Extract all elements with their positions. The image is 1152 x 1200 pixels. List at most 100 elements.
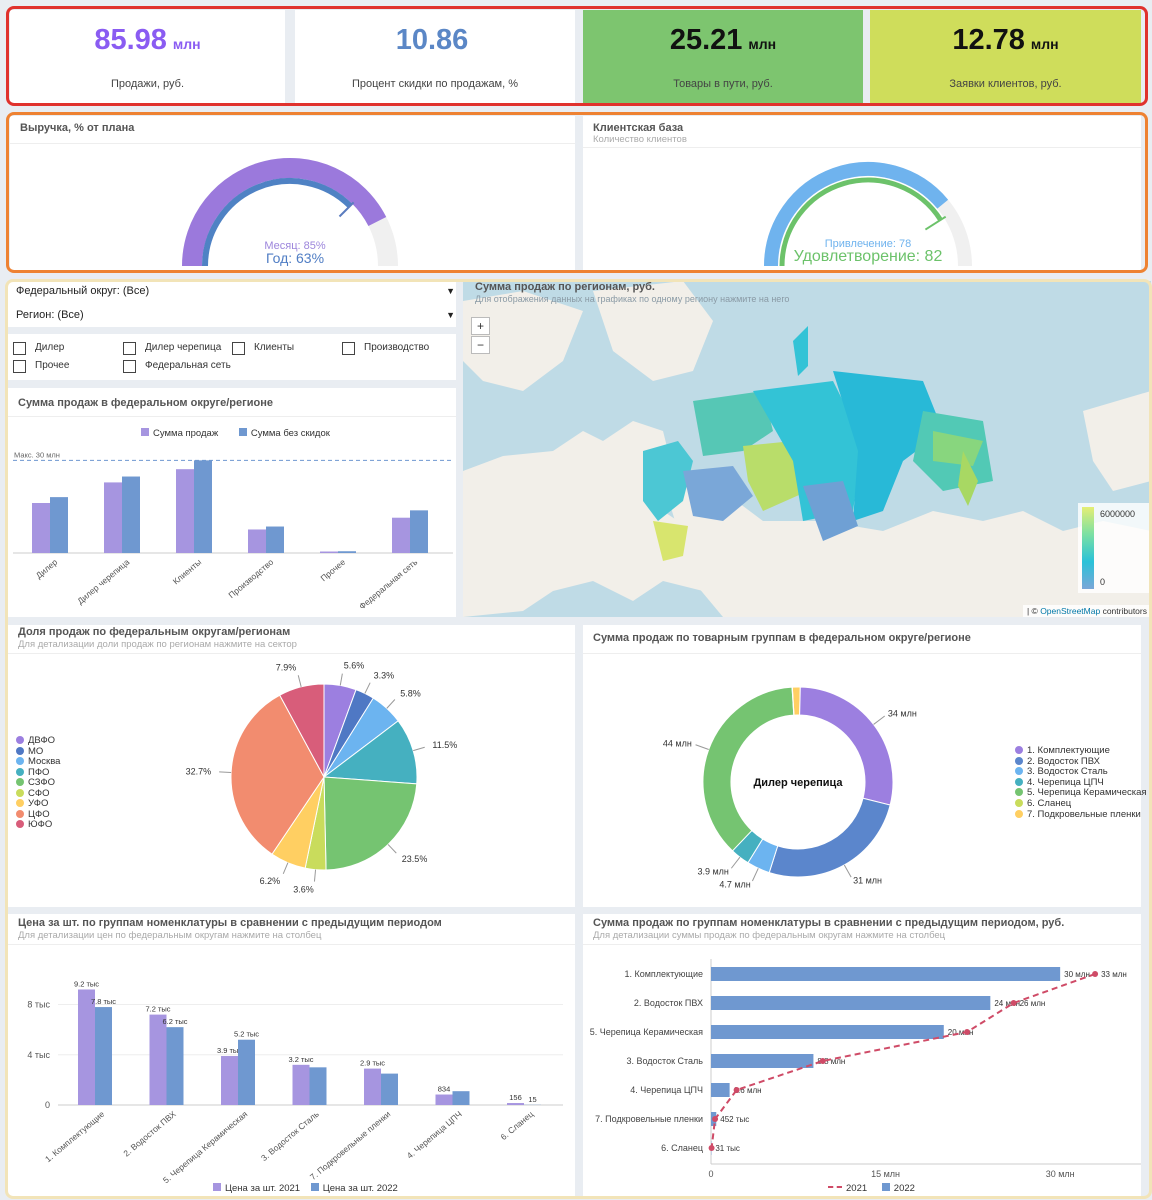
sales-by-category-panel: Сумма продаж в федеральном округе/регион… — [8, 388, 456, 617]
legend-dot — [1015, 756, 1023, 765]
legend-item[interactable]: МО — [16, 746, 43, 757]
pie-leader — [219, 771, 232, 773]
bar-value-label: 3.2 тыс — [288, 1055, 313, 1064]
checkbox-box[interactable] — [342, 342, 355, 355]
gauge-plan-marker — [338, 201, 355, 218]
chevron-down-icon[interactable]: ▼ — [446, 310, 455, 320]
bar — [435, 1094, 453, 1105]
legend-dot — [16, 788, 24, 797]
legend-item[interactable]: УФО — [16, 798, 48, 809]
pie-leader — [386, 699, 396, 709]
legend-item[interactable]: ЮФО — [16, 819, 52, 830]
legend-item[interactable]: ЦФО — [16, 809, 50, 820]
legend-item[interactable]: 1. Комплектующие — [1015, 745, 1110, 756]
checkbox-box[interactable] — [123, 360, 136, 373]
legend-item[interactable]: 7. Подкровельные пленки — [1015, 809, 1141, 820]
legend-item[interactable]: Цена за шт. 2021 — [213, 1183, 300, 1194]
bar — [320, 551, 338, 553]
legend-item[interactable]: 6. Сланец — [1015, 798, 1071, 809]
gauge-month-arc — [182, 158, 387, 267]
clients-gauge[interactable] — [753, 156, 983, 270]
bar — [32, 503, 50, 553]
district-share-pie[interactable]: 5.6% 3.3% 5.8% 11.5% 23.5% 3.6% 6.2% 32.7% 7.9% — [8, 625, 575, 907]
map-land-asia — [663, 481, 1151, 617]
gauge-satisfaction-arc — [779, 177, 943, 267]
legend-item[interactable]: СФО — [16, 788, 49, 799]
y-tick-label: 3. Водосток Сталь — [626, 1056, 703, 1066]
map-land-alaska — [1083, 391, 1151, 491]
sales-by-category-chart[interactable]: Макс. 30 млн Дилер Дилер черепица Клиенты Пр… — [8, 446, 456, 617]
legend-item[interactable]: 3. Водосток Сталь — [1015, 766, 1108, 777]
district-select[interactable]: Федеральный округ: (Все) ▼ — [16, 285, 461, 297]
bar-value-label: 15 — [528, 1095, 536, 1104]
product-groups-donut[interactable]: 34 млн 31 млн 4.7 млн 3.9 млн 44 млн — [583, 625, 1141, 907]
x-tick-label: Дилер — [34, 557, 60, 581]
legend-item[interactable]: 2. Водосток ПВХ — [1015, 756, 1100, 767]
bar — [364, 1068, 381, 1105]
bar-value-label: 9.2 тыс — [74, 979, 99, 988]
region-select[interactable]: Регион: (Все) ▼ — [16, 309, 461, 321]
attribution-link[interactable]: OpenStreetMap — [1040, 606, 1101, 616]
y-tick-label: 2. Водосток ПВХ — [634, 998, 703, 1008]
legend-label: 1. Комплектующие — [1027, 745, 1110, 756]
x-tick-label: 0 — [708, 1169, 713, 1179]
sales-by-group-chart[interactable]: 0 15 млн 30 млн 30 млн 1. Комплектующие 24 мл… — [583, 914, 1141, 1196]
legend-item[interactable]: Москва — [16, 756, 60, 767]
chevron-down-icon[interactable]: ▼ — [446, 286, 455, 296]
product-groups-panel: Сумма продаж по товарным группам в федер… — [583, 625, 1147, 907]
x-tick-label: Федеральная сеть — [357, 557, 420, 612]
legend-item[interactable]: СЗФО — [16, 777, 55, 788]
kpi-number: 85.98 — [94, 24, 167, 56]
clients-gauge-panel: Клиентская база Количество клиентов Прив… — [583, 116, 1141, 270]
legend-label: 4. Черепица ЦПЧ — [1027, 776, 1104, 788]
legend-label: 2022 — [893, 1183, 915, 1194]
kpi-card-discount[interactable]: 10.86 Процент скидки по продажам, % — [295, 10, 575, 103]
checkbox-box[interactable] — [13, 342, 26, 355]
bar — [194, 460, 212, 553]
legend-item[interactable]: Сумма продаж — [141, 428, 218, 439]
revenue-gauge[interactable] — [180, 156, 410, 270]
bar — [149, 1014, 167, 1105]
checkbox-box[interactable] — [232, 342, 245, 355]
region-map[interactable] — [463, 281, 1151, 617]
legend-line-swatch — [828, 1186, 842, 1188]
pie-value-label: 7.9% — [276, 662, 297, 672]
gauge-attract-label: Привлечение: 78 — [824, 238, 912, 250]
legend-swatch — [141, 428, 149, 436]
bar — [50, 497, 68, 553]
checkbox-box[interactable] — [13, 360, 26, 373]
zoom-out-button[interactable]: − — [471, 336, 490, 354]
x-tick-label: 4. Черепица ЦПЧ — [405, 1109, 464, 1161]
checkbox-box[interactable] — [123, 342, 136, 355]
legend-dot — [16, 736, 24, 744]
map-panel: Сумма продаж по регионам, руб. Для отобр… — [463, 281, 1151, 617]
legend-item[interactable]: ПФО — [16, 767, 49, 778]
legend-item[interactable]: Цена за шт. 2022 — [310, 1183, 398, 1194]
legend-item[interactable]: Сумма без скидок — [238, 428, 330, 439]
legend-item[interactable]: 4. Черепица ЦПЧ — [1015, 777, 1104, 788]
gauge-attract-arc — [764, 162, 949, 267]
y-tick-label: 5. Черепица Керамическая — [590, 1027, 703, 1037]
legend-label: 7. Подкровельные пленки — [1027, 808, 1141, 820]
map-region-szfo — [693, 391, 773, 456]
legend-item[interactable]: 2022 — [881, 1183, 915, 1194]
map-region-chukotka — [933, 431, 983, 466]
legend-item[interactable]: 5. Черепица Керамическая — [1015, 787, 1147, 798]
bar-value-label: 2.9 тыс — [360, 1059, 385, 1068]
zoom-in-button[interactable]: + — [471, 317, 490, 335]
line-point — [964, 1029, 971, 1035]
kpi-card-sales[interactable]: 85.98 млн Продажи, руб. — [10, 10, 285, 103]
legend-item[interactable]: 2021 — [828, 1183, 867, 1194]
legend-item[interactable]: ДВФО — [16, 735, 55, 746]
legend-dot — [16, 778, 24, 786]
price-per-unit-panel: Цена за шт. по группам номенклатуры в ср… — [8, 914, 575, 1196]
legend-label: ЮФО — [28, 819, 53, 830]
legend-label: Цена за шт. 2021 — [225, 1183, 301, 1194]
kpi-card-in-transit[interactable]: 25.21 млн Товары в пути, руб. — [583, 10, 863, 103]
pie-value-label: 3.6% — [293, 885, 314, 895]
donut-leader — [730, 856, 741, 869]
legend-dot — [1015, 809, 1023, 818]
kpi-card-client-orders[interactable]: 12.78 млн Заявки клиентов, руб. — [870, 10, 1141, 103]
price-per-unit-chart[interactable]: 0 4 тыс 8 тыс 9.2 тыс 7.8 тыс 1. Комплектующи… — [8, 914, 575, 1196]
gauge-year-arc — [202, 178, 353, 267]
